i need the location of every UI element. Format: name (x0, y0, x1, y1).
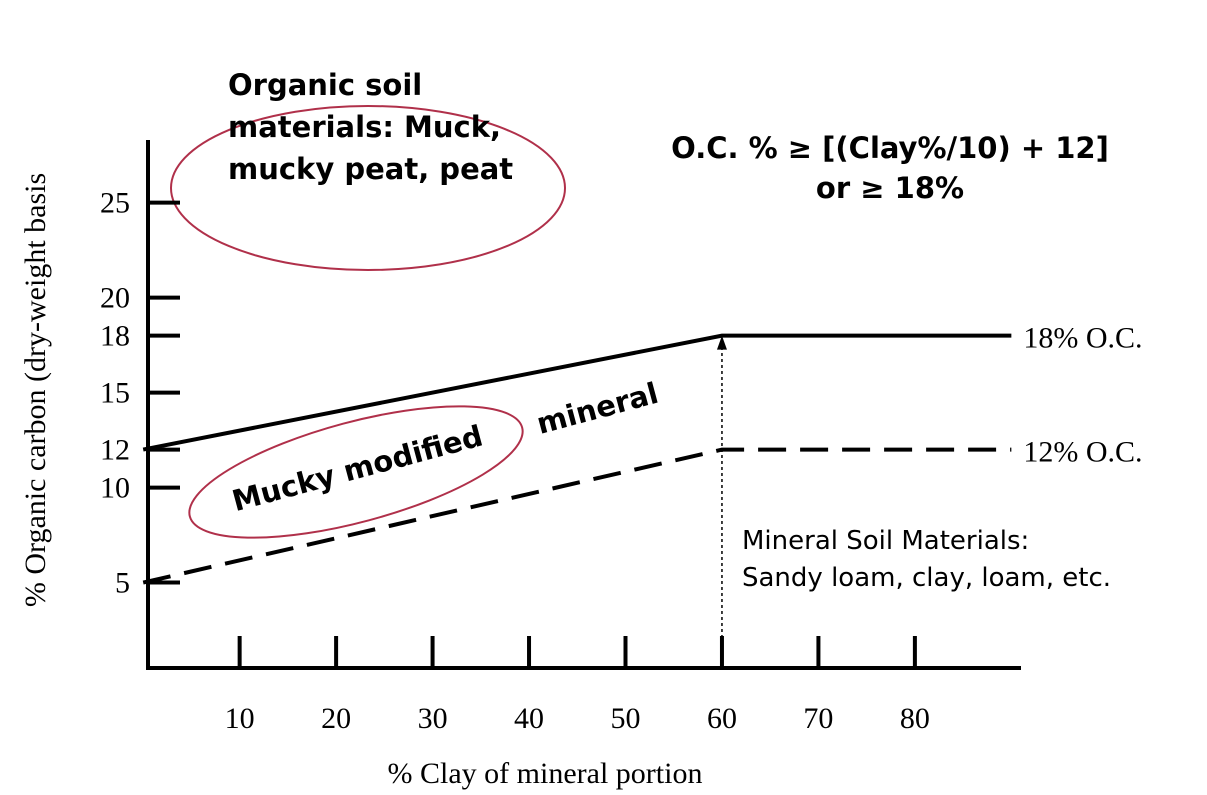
x-tick-label: 30 (418, 702, 448, 735)
series-line (142, 447, 1012, 585)
annotation: materials: Muck, (228, 110, 501, 144)
annotation: Mucky modified (229, 419, 487, 519)
guide-arrow (716, 335, 727, 350)
annotation: Sandy loam, clay, loam, etc. (742, 563, 1111, 593)
annotation: mineral (533, 376, 662, 441)
mucky-ellipse (188, 405, 524, 539)
series-line (142, 333, 1012, 452)
y-tick-label: 10 (100, 472, 130, 505)
annotation: Mineral Soil Materials: (742, 526, 1029, 556)
y-tick-label: 12 (100, 434, 130, 467)
organic-ellipse (170, 105, 566, 271)
line-label: 18% O.C. (1023, 322, 1142, 355)
annotation: or ≥ 18% (816, 171, 964, 205)
y-tick-label: 25 (100, 187, 130, 220)
annotation: mucky peat, peat (228, 152, 513, 186)
annotation: O.C. % ≥ [(Clay%/10) + 12] (671, 131, 1109, 165)
y-tick-label: 5 (115, 567, 130, 600)
x-axis-label: % Clay of mineral portion (388, 757, 703, 790)
y-tick-label: 20 (100, 282, 130, 315)
y-axis-label: % Organic carbon (dry-weight basis (19, 173, 52, 607)
x-tick-label: 80 (900, 702, 930, 735)
x-tick-label: 50 (610, 702, 640, 735)
y-tick-label: 18 (100, 320, 130, 353)
annotation: Organic soil (228, 68, 422, 102)
line-label: 12% O.C. (1023, 436, 1142, 469)
x-tick-label: 40 (514, 702, 544, 735)
x-tick-label: 70 (803, 702, 833, 735)
x-tick-label: 60 (707, 702, 737, 735)
x-tick-label: 20 (321, 702, 351, 735)
x-tick-label: 10 (225, 702, 255, 735)
y-tick-label: 15 (100, 377, 130, 410)
